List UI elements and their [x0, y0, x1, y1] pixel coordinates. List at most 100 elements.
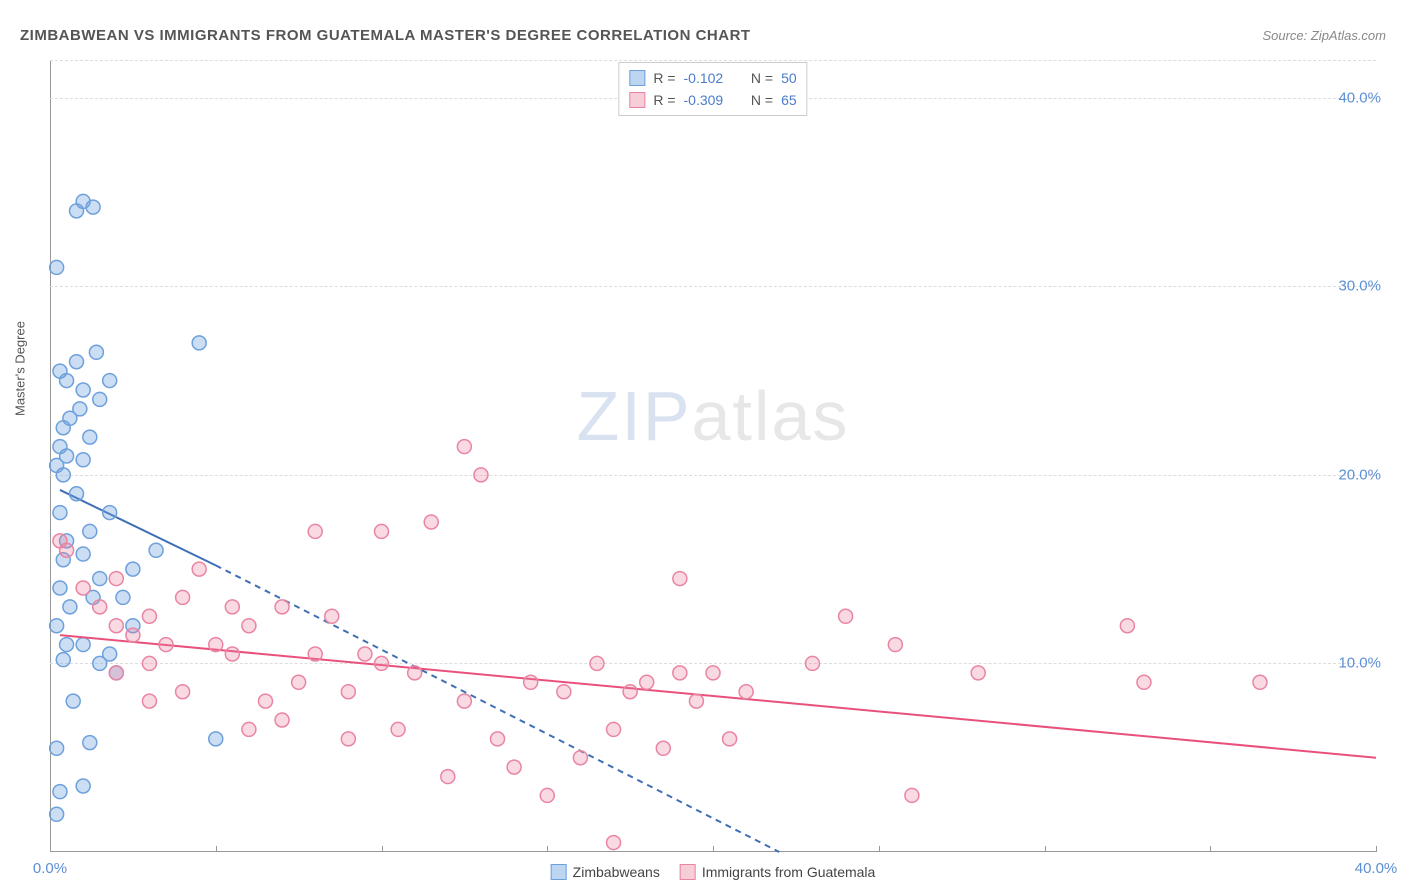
source-attribution: Source: ZipAtlas.com — [1262, 28, 1386, 43]
data-point — [573, 751, 587, 765]
data-point — [1120, 619, 1134, 633]
data-point — [673, 666, 687, 680]
legend-item: Zimbabweans — [551, 864, 660, 880]
data-point — [60, 638, 74, 652]
data-point — [149, 543, 163, 557]
legend-swatch — [680, 864, 696, 880]
x-tick — [1376, 846, 1377, 852]
data-point — [905, 788, 919, 802]
data-point — [640, 675, 654, 689]
trend-line — [60, 635, 1376, 758]
x-tick-label: 40.0% — [1355, 860, 1398, 877]
data-point — [53, 581, 67, 595]
data-point — [341, 685, 355, 699]
stats-row: R = -0.309 N = 65 — [629, 89, 796, 111]
data-point — [607, 722, 621, 736]
data-point — [76, 581, 90, 595]
data-point — [109, 572, 123, 586]
series-swatch — [629, 70, 645, 86]
data-point — [225, 600, 239, 614]
x-tick-label: 0.0% — [33, 860, 67, 877]
data-point — [275, 600, 289, 614]
data-point — [424, 515, 438, 529]
data-point — [242, 722, 256, 736]
data-point — [839, 609, 853, 623]
data-point — [66, 694, 80, 708]
data-point — [176, 590, 190, 604]
source-name: ZipAtlas.com — [1311, 28, 1386, 43]
data-point — [56, 653, 70, 667]
source-prefix: Source: — [1262, 28, 1310, 43]
data-point — [656, 741, 670, 755]
data-point — [83, 736, 97, 750]
data-point — [76, 638, 90, 652]
data-point — [308, 647, 322, 661]
chart-legend: Zimbabweans Immigrants from Guatemala — [551, 864, 876, 880]
data-point — [457, 440, 471, 454]
correlation-stats-box: R = -0.102 N = 50R = -0.309 N = 65 — [618, 62, 807, 116]
data-point — [375, 524, 389, 538]
data-point — [292, 675, 306, 689]
data-point — [723, 732, 737, 746]
data-point — [971, 666, 985, 680]
data-point — [408, 666, 422, 680]
data-point — [103, 506, 117, 520]
data-point — [242, 619, 256, 633]
data-point — [258, 694, 272, 708]
data-point — [93, 600, 107, 614]
stat-value-r: -0.309 — [684, 89, 724, 111]
data-point — [109, 666, 123, 680]
data-point — [739, 685, 753, 699]
data-point — [116, 590, 130, 604]
chart-header: ZIMBABWEAN VS IMMIGRANTS FROM GUATEMALA … — [20, 20, 1386, 50]
data-point — [441, 770, 455, 784]
data-point — [126, 628, 140, 642]
legend-label: Immigrants from Guatemala — [702, 864, 876, 880]
data-point — [474, 468, 488, 482]
data-point — [491, 732, 505, 746]
stat-label-r: R = — [653, 67, 675, 89]
data-point — [83, 430, 97, 444]
data-point — [76, 779, 90, 793]
data-point — [607, 836, 621, 850]
data-point — [341, 732, 355, 746]
data-point — [375, 656, 389, 670]
data-point — [142, 609, 156, 623]
legend-swatch — [551, 864, 567, 880]
data-point — [73, 402, 87, 416]
data-point — [50, 807, 64, 821]
data-point — [192, 562, 206, 576]
data-point — [93, 572, 107, 586]
data-point — [53, 364, 67, 378]
data-point — [103, 374, 117, 388]
data-point — [76, 453, 90, 467]
chart-svg — [50, 60, 1376, 852]
data-point — [275, 713, 289, 727]
data-point — [192, 336, 206, 350]
data-point — [524, 675, 538, 689]
data-point — [53, 534, 67, 548]
data-point — [225, 647, 239, 661]
stat-label-n: N = — [751, 67, 773, 89]
data-point — [109, 619, 123, 633]
data-point — [76, 547, 90, 561]
data-point — [706, 666, 720, 680]
chart-title: ZIMBABWEAN VS IMMIGRANTS FROM GUATEMALA … — [20, 27, 751, 44]
data-point — [590, 656, 604, 670]
legend-item: Immigrants from Guatemala — [680, 864, 876, 880]
stat-value-n: 50 — [781, 67, 797, 89]
data-point — [126, 562, 140, 576]
data-point — [50, 260, 64, 274]
data-point — [209, 732, 223, 746]
data-point — [308, 524, 322, 538]
data-point — [209, 638, 223, 652]
data-point — [805, 656, 819, 670]
data-point — [70, 355, 84, 369]
series-swatch — [629, 92, 645, 108]
data-point — [540, 788, 554, 802]
data-point — [689, 694, 703, 708]
data-point — [76, 194, 90, 208]
stat-label-n: N = — [751, 89, 773, 111]
data-point — [159, 638, 173, 652]
data-point — [1137, 675, 1151, 689]
